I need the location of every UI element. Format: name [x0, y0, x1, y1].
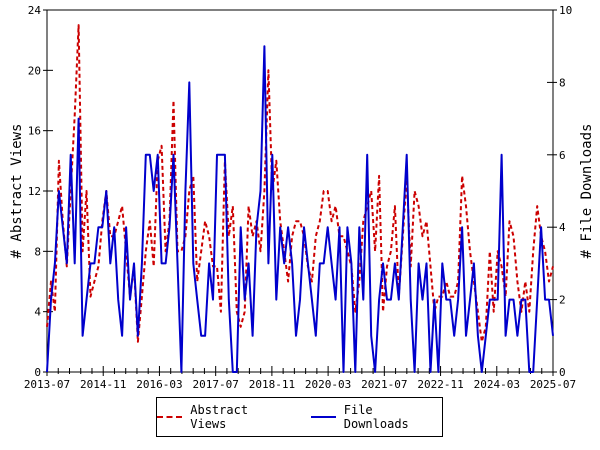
x-tick-label: 2016-03 [136, 378, 182, 391]
y-axis-left-title: # Abstract Views [9, 124, 25, 259]
y-left-tick-label: 20 [28, 64, 41, 77]
x-tick-label: 2014-11 [80, 378, 126, 391]
y-axis-right-title: # File Downloads [579, 124, 595, 259]
x-tick-label: 2021-07 [361, 378, 407, 391]
legend-item-abstract-views: Abstract Views [157, 403, 289, 431]
legend-item-file-downloads: File Downloads [310, 403, 443, 431]
legend-label-file-downloads: File Downloads [343, 403, 409, 431]
y-axis-right-ticks: 0 2 4 6 8 10 [547, 4, 572, 379]
y-left-tick-label: 0 [34, 366, 41, 379]
y-right-tick-label: 2 [559, 294, 566, 307]
series-layer [46, 24, 554, 373]
x-tick-label: 2017-07 [192, 378, 238, 391]
y-right-tick-label: 8 [559, 76, 566, 89]
legend: Abstract Views File Downloads [156, 397, 443, 437]
legend-swatch-file-downloads [310, 416, 336, 418]
y-left-tick-label: 4 [34, 306, 41, 319]
x-tick-label: 2018-11 [249, 378, 295, 391]
legend-swatch-abstract-views [157, 416, 183, 418]
legend-label-abstract-views: Abstract Views [190, 403, 249, 431]
y-right-tick-label: 10 [559, 4, 572, 17]
x-axis-ticks: 2013-07 2014-11 2016-03 2017-07 2018-11 2020-… [24, 366, 576, 391]
y-right-tick-label: 0 [559, 366, 566, 379]
x-tick-label: 2025-07 [530, 378, 576, 391]
y-left-tick-label: 16 [28, 125, 41, 138]
y-right-tick-label: 6 [559, 149, 566, 162]
x-tick-label: 2022-11 [417, 378, 463, 391]
y-left-tick-label: 8 [34, 245, 41, 258]
y-left-tick-label: 24 [28, 4, 42, 17]
x-tick-label: 2020-03 [305, 378, 351, 391]
y-left-tick-label: 12 [28, 185, 41, 198]
y-right-tick-label: 4 [559, 221, 566, 234]
x-tick-label: 2013-07 [24, 378, 70, 391]
x-tick-label: 2024-03 [474, 378, 520, 391]
y-axis-left-ticks: 0 4 8 12 16 20 24 [28, 4, 53, 379]
series-line-file-downloads [46, 45, 554, 373]
